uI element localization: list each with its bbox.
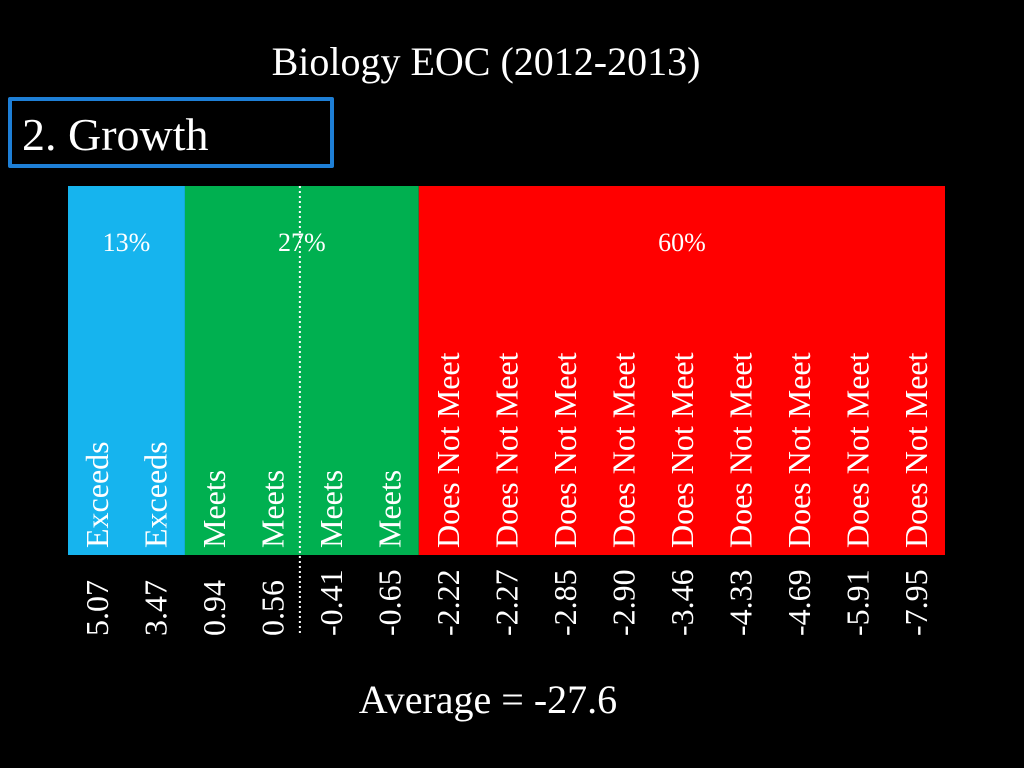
value-label-group: 5.07 3.47 0.94 0.56 -0.41 -0.65 -2.22 -2.27 -2.8… xyxy=(79,569,934,636)
category-label: Does Not Meet xyxy=(722,352,758,548)
category-label: Does Not Meet xyxy=(781,352,817,548)
value-label: -2.85 xyxy=(547,569,583,636)
value-label: -2.22 xyxy=(430,569,466,636)
value-label: -0.41 xyxy=(313,569,349,636)
category-label: Meets xyxy=(255,470,291,548)
value-label: -4.33 xyxy=(722,569,758,636)
band-group xyxy=(68,186,945,555)
value-label: -7.95 xyxy=(898,569,934,636)
value-label: -3.46 xyxy=(664,569,700,636)
value-label: 3.47 xyxy=(138,580,174,636)
percent-label-group: 13% 27% 60% xyxy=(103,228,706,257)
category-label: Exceeds xyxy=(138,441,174,548)
chart-title: Biology EOC (2012-2013) xyxy=(271,39,701,84)
category-label-group: Exceeds Exceeds Meets Meets Meets Meets Does N… xyxy=(79,352,934,548)
category-label: Meets xyxy=(313,470,349,548)
category-label: Meets xyxy=(196,470,232,548)
category-label: Meets xyxy=(372,470,408,548)
percent-label-1: 13% xyxy=(103,228,151,257)
percent-label-2: 27% xyxy=(278,228,326,257)
value-label: -4.69 xyxy=(781,569,817,636)
category-label: Does Not Meet xyxy=(898,352,934,548)
subtitle-box: 2. Growth xyxy=(8,97,334,168)
category-label: Does Not Meet xyxy=(430,352,466,548)
average-label: Average = -27.6 xyxy=(358,677,618,722)
value-label: -0.65 xyxy=(372,569,408,636)
category-label: Does Not Meet xyxy=(547,352,583,548)
category-label: Exceeds xyxy=(79,441,115,548)
value-label: 0.94 xyxy=(196,580,232,636)
band-3 xyxy=(418,186,945,555)
category-label: Does Not Meet xyxy=(605,352,641,548)
value-label: 0.56 xyxy=(255,580,291,636)
percent-label-3: 60% xyxy=(658,228,706,257)
value-label: 5.07 xyxy=(79,580,115,636)
value-label: -5.91 xyxy=(839,569,875,636)
category-label: Does Not Meet xyxy=(839,352,875,548)
band-2 xyxy=(184,186,419,555)
category-label: Does Not Meet xyxy=(489,352,525,548)
value-label: -2.90 xyxy=(605,569,641,636)
value-label: -2.27 xyxy=(489,569,525,636)
subtitle: 2. Growth xyxy=(22,109,209,160)
category-label: Does Not Meet xyxy=(664,352,700,548)
band-1 xyxy=(68,186,185,555)
